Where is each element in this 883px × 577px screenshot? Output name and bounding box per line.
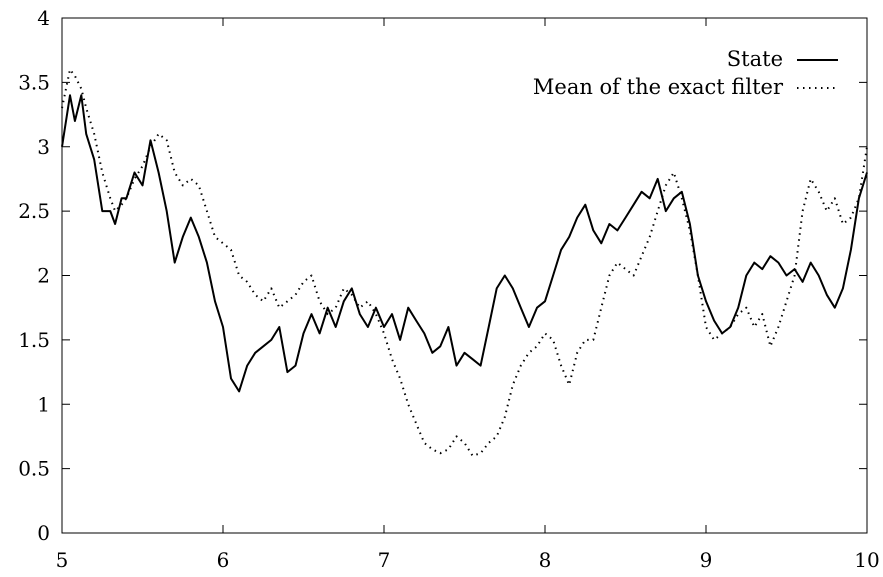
- y-tick-label: 1: [37, 392, 50, 416]
- y-tick-label: 0: [37, 521, 50, 545]
- legend: State Mean of the exact filter: [533, 47, 838, 99]
- y-tick-label: 2: [37, 264, 50, 288]
- x-tick-label: 8: [539, 548, 552, 572]
- y-tick-label: 3: [37, 135, 50, 159]
- x-tick-label: 5: [56, 548, 69, 572]
- x-tick-label: 6: [217, 548, 230, 572]
- y-tick-label: 0.5: [18, 457, 50, 481]
- legend-label-filter-mean: Mean of the exact filter: [533, 75, 784, 99]
- x-tick-label: 7: [378, 548, 391, 572]
- y-tick-label: 3.5: [18, 70, 50, 94]
- series-line-state: [61, 94, 868, 393]
- series-line-filter-mean: [61, 68, 868, 457]
- y-tick-label: 2.5: [18, 199, 50, 223]
- y-tick-label: 4: [37, 6, 50, 30]
- x-tick-label: 10: [854, 548, 879, 572]
- axis-ticks: 0 0.5 1 1.5 2 2.5 3 3.5 4 5 6 7 8 9 10: [18, 6, 880, 572]
- legend-label-state: State: [727, 47, 783, 71]
- x-tick-label: 9: [700, 548, 713, 572]
- y-tick-label: 1.5: [18, 328, 50, 352]
- series-layer: [61, 68, 868, 457]
